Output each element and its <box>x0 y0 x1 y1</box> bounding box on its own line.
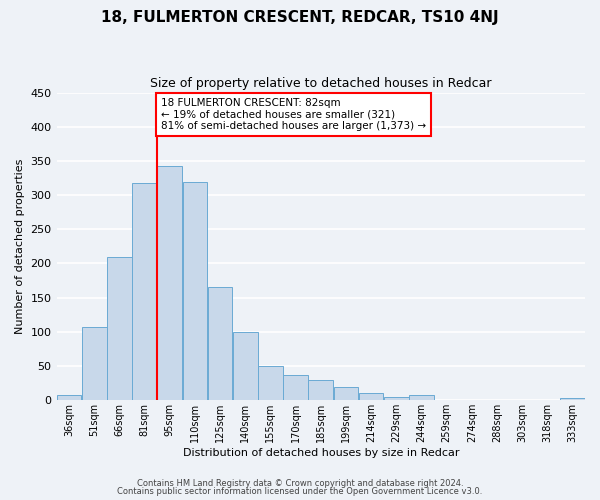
Text: Contains HM Land Registry data © Crown copyright and database right 2024.: Contains HM Land Registry data © Crown c… <box>137 478 463 488</box>
Bar <box>208 286 232 400</box>
Bar <box>107 256 132 400</box>
Y-axis label: Number of detached properties: Number of detached properties <box>15 158 25 334</box>
Bar <box>258 366 283 400</box>
Bar <box>57 395 82 400</box>
Text: 18, FULMERTON CRESCENT, REDCAR, TS10 4NJ: 18, FULMERTON CRESCENT, REDCAR, TS10 4NJ <box>101 10 499 25</box>
Title: Size of property relative to detached houses in Redcar: Size of property relative to detached ho… <box>150 78 491 90</box>
Bar <box>560 398 585 400</box>
X-axis label: Distribution of detached houses by size in Redcar: Distribution of detached houses by size … <box>182 448 459 458</box>
Text: 18 FULMERTON CRESCENT: 82sqm
← 19% of detached houses are smaller (321)
81% of s: 18 FULMERTON CRESCENT: 82sqm ← 19% of de… <box>161 98 426 131</box>
Bar <box>409 395 434 400</box>
Bar <box>359 393 383 400</box>
Bar <box>233 332 257 400</box>
Bar <box>82 327 107 400</box>
Bar <box>157 166 182 400</box>
Bar <box>308 380 333 400</box>
Bar <box>283 376 308 400</box>
Bar <box>182 182 207 400</box>
Text: Contains public sector information licensed under the Open Government Licence v3: Contains public sector information licen… <box>118 487 482 496</box>
Bar <box>384 397 409 400</box>
Bar <box>334 387 358 400</box>
Bar <box>132 183 157 400</box>
